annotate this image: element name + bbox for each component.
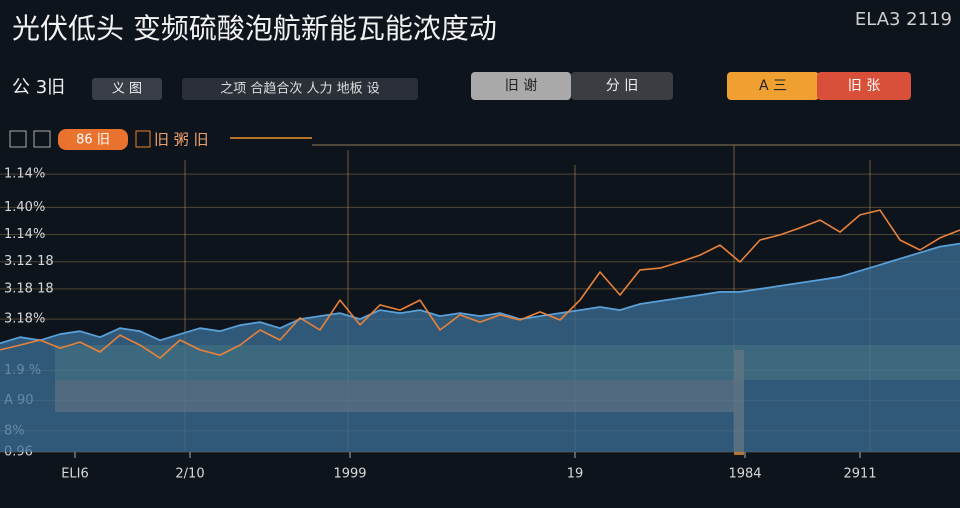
code: ELA3 2119	[855, 9, 952, 30]
button-label: 义 图	[112, 82, 142, 97]
toolbar-label: 公 3旧	[12, 77, 65, 98]
action-label: A 三	[759, 78, 787, 94]
icon[interactable]	[9, 130, 27, 148]
y-tick-label: 3.18 18	[4, 281, 54, 296]
y-tick-label: 1.40%	[4, 200, 45, 215]
x-tick-label: 1999	[333, 467, 366, 482]
line	[0, 209, 960, 359]
x-tick-label: 19	[567, 467, 584, 482]
x-tick-label: ELI6	[61, 467, 89, 482]
line	[0, 242, 960, 345]
toggle-label: 旧 谢	[505, 78, 537, 94]
toggle[interactable]	[471, 72, 571, 100]
pill-label: 86 旧	[76, 133, 110, 148]
action-label: 旧 张	[848, 78, 880, 94]
title: 光伏低头 变频硫酸泡航新能瓦能浓度动	[12, 12, 497, 45]
x-tick-label: 2911	[843, 467, 876, 482]
y-tick-label: 1.14%	[4, 227, 45, 242]
button[interactable]	[92, 78, 162, 100]
y-tick-label: 3.12 18	[4, 254, 54, 269]
pill[interactable]	[58, 129, 128, 150]
description: 之项 合趋合次 人力 地板 设	[220, 81, 380, 97]
y-tick-label: 1.14%	[4, 167, 45, 182]
action-button[interactable]	[727, 72, 819, 100]
y-tick-label: 3.18%	[4, 312, 45, 327]
toggle[interactable]	[571, 72, 673, 100]
x-tick-label: 2/10	[175, 467, 204, 482]
filter-label: 旧 粥 旧	[154, 131, 209, 149]
toggle-label: 分 旧	[606, 78, 638, 94]
icon[interactable]	[135, 130, 151, 148]
area	[0, 243, 960, 452]
action-button[interactable]	[817, 72, 911, 100]
x-tick-label: 1984	[728, 467, 761, 482]
plot: 0.968%A 901.9 %3.18%3.18 183.12 181.14%1…	[0, 167, 960, 482]
description-box	[182, 78, 418, 100]
icon[interactable]	[33, 130, 51, 148]
